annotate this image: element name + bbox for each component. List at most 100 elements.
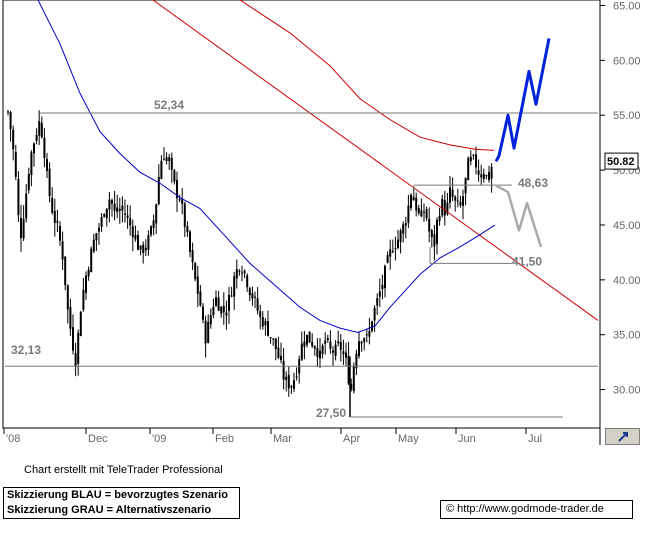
candle-body — [308, 331, 311, 343]
candle-body — [150, 226, 152, 235]
candle-body — [129, 218, 132, 226]
candle-body — [384, 265, 386, 289]
candle-body — [12, 129, 15, 150]
candle-body — [415, 197, 418, 211]
candle-body — [378, 291, 381, 297]
candle-body — [134, 235, 137, 240]
candle-body — [186, 226, 189, 233]
y-tick-label: 30.00 — [613, 385, 641, 397]
candle-body — [402, 224, 405, 234]
candle-body — [116, 207, 119, 213]
candle-body — [342, 351, 345, 355]
candle-body — [420, 210, 423, 217]
candle-body — [386, 255, 389, 263]
candle-body — [290, 386, 293, 388]
source-url[interactable]: © http://www.godmode-trader.de — [440, 500, 633, 519]
candle-body — [280, 355, 282, 361]
candle-body — [410, 194, 412, 209]
candle-body — [163, 159, 165, 161]
candle-body — [43, 137, 46, 158]
candle-body — [20, 217, 22, 239]
legend-blue: Skizzierung BLAU = bevorzugtes Szenario — [7, 489, 228, 501]
candle-body — [209, 315, 212, 325]
x-tick-label: Feb — [215, 433, 234, 445]
candle-body — [389, 249, 392, 257]
candle-body — [316, 348, 319, 358]
chart-options-button[interactable] — [605, 428, 640, 445]
candle-body — [477, 170, 480, 175]
candle-body — [430, 230, 433, 237]
candle-body — [433, 234, 436, 247]
candle-body — [321, 345, 324, 354]
candle-body — [261, 316, 264, 327]
candle-body — [295, 376, 298, 378]
candle-body — [155, 204, 158, 224]
scenario-legend: Skizzierung BLAU = bevorzugtes Szenario … — [3, 487, 240, 519]
candle-body — [181, 199, 184, 205]
candle-body — [480, 174, 483, 178]
candle-body — [319, 350, 321, 359]
candle-body — [269, 336, 272, 338]
candle-body — [300, 343, 303, 360]
credit-text: Chart erstellt mit TeleTrader Profession… — [24, 464, 223, 476]
candle-body — [212, 306, 215, 316]
x-tick-label: May — [398, 433, 419, 445]
candle-body — [282, 360, 285, 380]
candle-body — [446, 202, 449, 214]
candle-body — [87, 269, 90, 277]
level-label-32-13: 32,13 — [11, 343, 41, 357]
candle-body — [105, 208, 108, 219]
level-label-48-63: 48,63 — [518, 176, 548, 190]
candle-body — [46, 159, 48, 171]
arrow-icon — [618, 432, 628, 442]
candle-body — [22, 218, 25, 239]
candle-body — [332, 350, 334, 353]
candle-body — [306, 334, 308, 345]
candle-body — [61, 241, 64, 260]
candle-body — [38, 121, 41, 136]
scenario-blue-path — [494, 38, 551, 163]
candle-body — [459, 202, 462, 206]
candle-body — [191, 250, 194, 263]
candle-body — [30, 152, 33, 176]
candle-body — [228, 295, 230, 311]
candle-body — [394, 248, 397, 250]
candle-body — [121, 205, 124, 211]
last-price-box — [604, 152, 639, 170]
scenario-grey-path — [495, 184, 543, 248]
downtrend-line — [152, 0, 599, 321]
candle-body — [126, 215, 129, 218]
candle-body — [199, 291, 202, 306]
candle-body — [277, 347, 280, 358]
moving-average-line — [37, 0, 496, 334]
candle-body — [256, 298, 259, 311]
candle-body — [376, 298, 379, 306]
level-label-27-50: 27,50 — [316, 406, 346, 420]
candle-body — [412, 196, 415, 201]
candle-body — [194, 263, 197, 280]
candle-body — [25, 193, 28, 219]
candle-body — [246, 275, 249, 288]
candle-body — [243, 270, 246, 274]
candle-body — [303, 341, 306, 347]
candle-body — [64, 256, 67, 286]
candle-body — [417, 208, 420, 214]
candle-body — [355, 353, 358, 369]
candle-body — [147, 235, 150, 250]
candle-body — [251, 293, 254, 299]
candle-body — [462, 196, 464, 206]
candle-body — [285, 376, 288, 381]
candle-body — [124, 213, 126, 215]
candle-body — [311, 342, 314, 347]
candle-body — [35, 135, 38, 141]
candle-body — [238, 270, 241, 272]
candle-body — [449, 187, 451, 203]
candle-body — [436, 219, 438, 244]
y-tick-label: 35.00 — [613, 330, 641, 342]
candle-body — [118, 208, 121, 211]
candle-body — [397, 239, 399, 248]
candle-body — [365, 334, 368, 336]
candle-body — [202, 306, 204, 320]
candle-body — [77, 332, 80, 364]
